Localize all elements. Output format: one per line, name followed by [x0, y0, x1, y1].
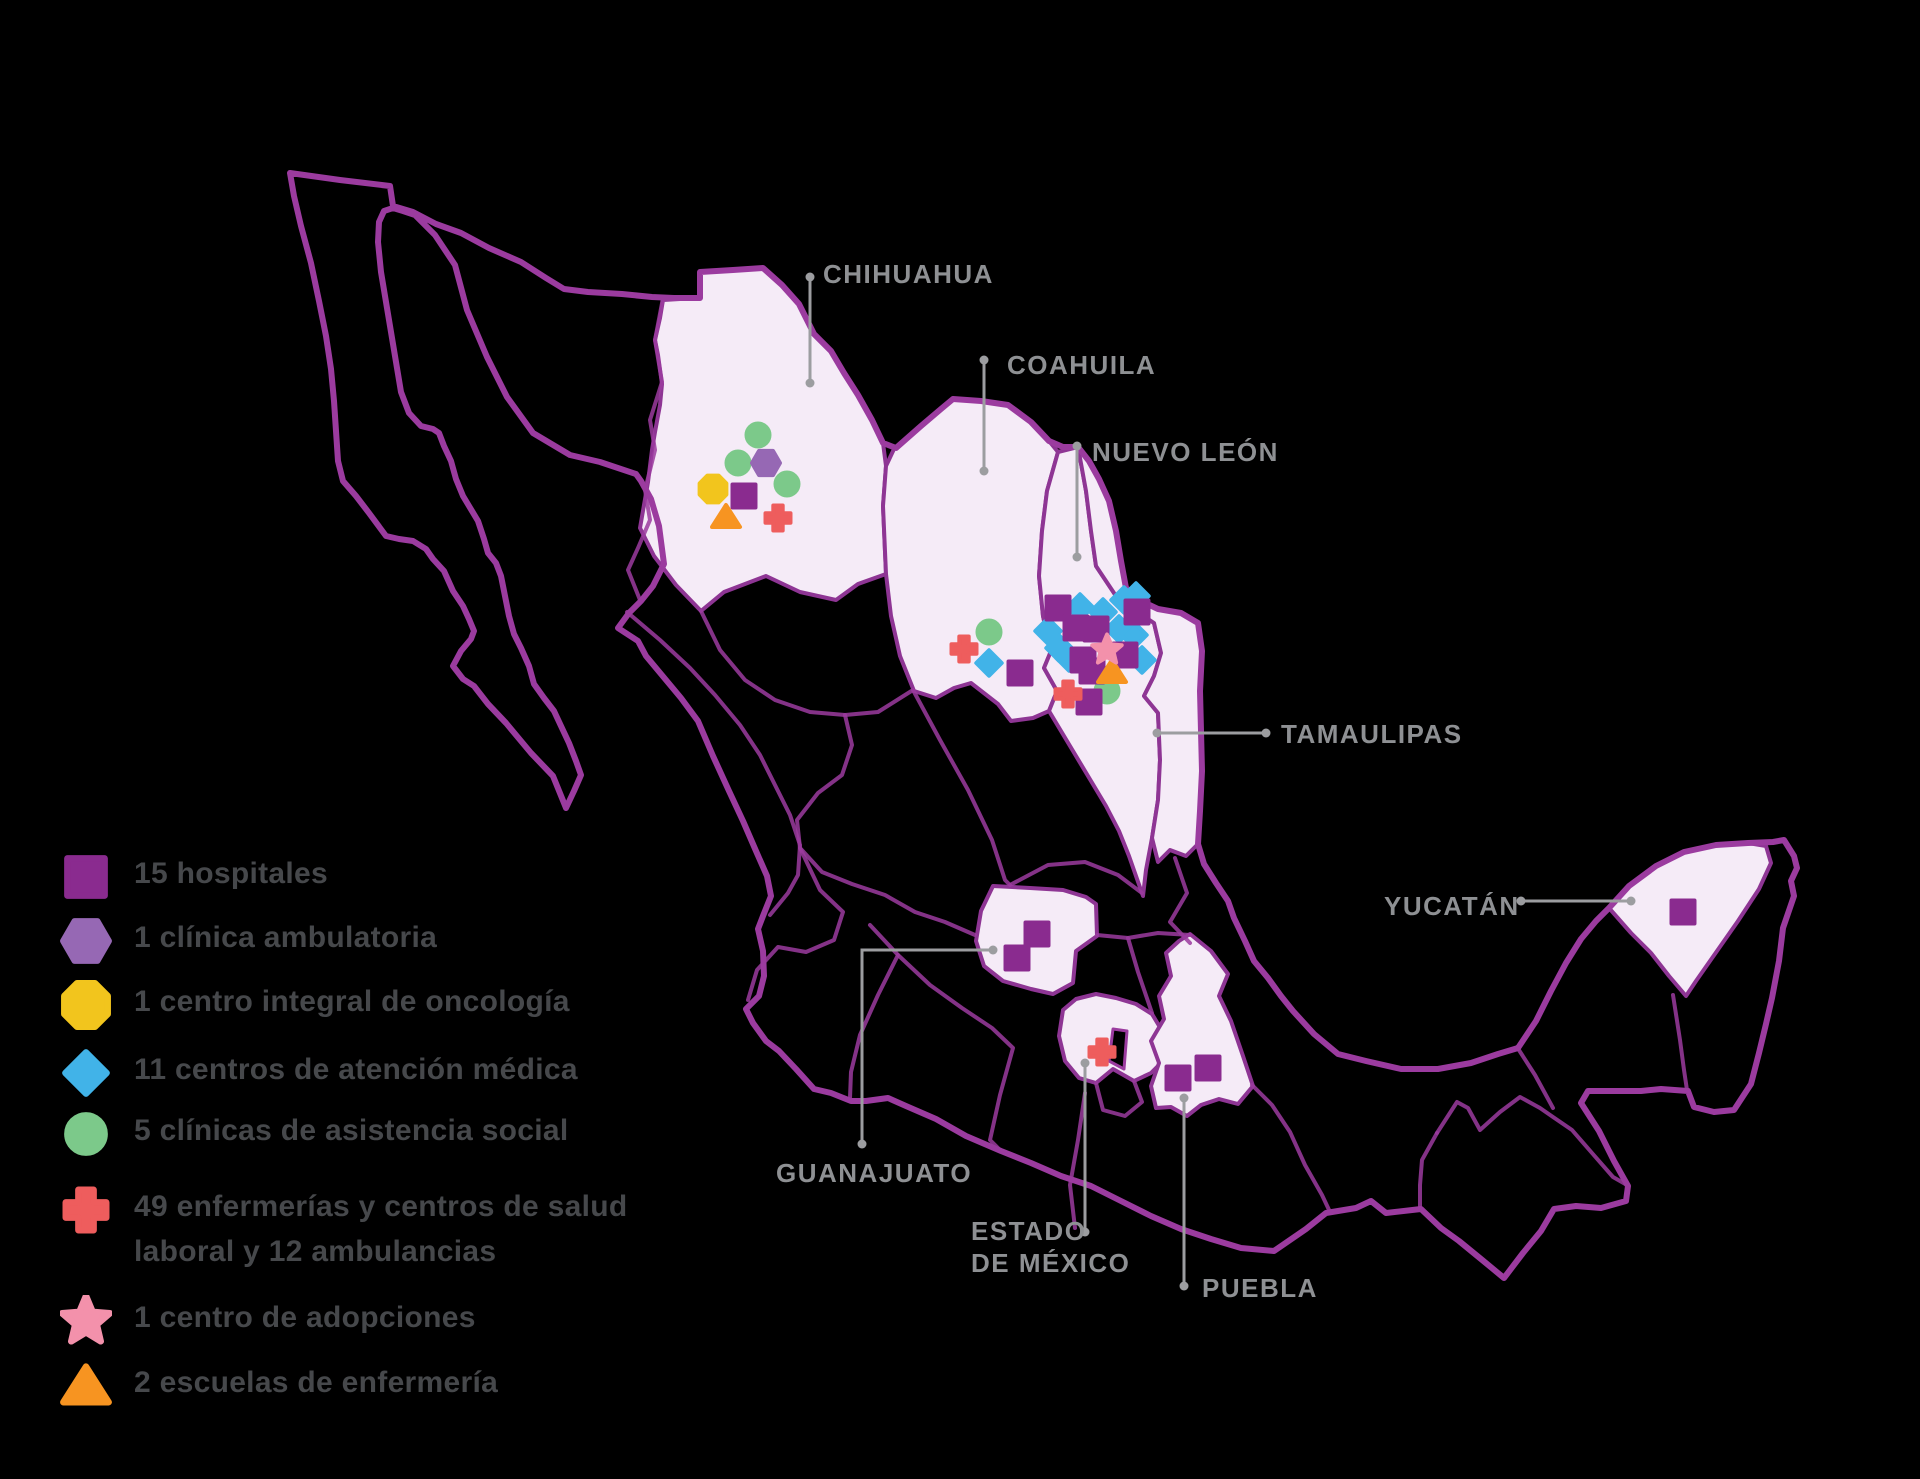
state-label-estado-de-mexico: DE MÉXICO [971, 1248, 1130, 1278]
legend-item-hexagon: 1 clínica ambulatoria [60, 915, 437, 967]
legend-item-label: 2 escuelas de enfermería [134, 1366, 499, 1399]
legend-item-label: 49 enfermerías y centros de salud laboral… [134, 1190, 628, 1268]
legend-item-label: 15 hospitales [134, 857, 328, 890]
legend-item-label: 1 clínica ambulatoria [134, 921, 438, 954]
callout-dot-chihuahua [805, 378, 815, 388]
callout-lines [805, 272, 1636, 1291]
callout-dot-guanajuato [988, 945, 998, 955]
callout-line-guanajuato [860, 948, 993, 1144]
circle-icon [64, 1112, 108, 1156]
legend-item-label: 1 centro de adopciones [134, 1301, 476, 1334]
state-label-puebla: PUEBLA [1202, 1273, 1318, 1303]
legend-item-diamond: 11 centros de atención médica [60, 1047, 578, 1099]
octagon-icon [61, 980, 111, 1030]
diamond-marker [974, 648, 1004, 678]
legend-item-square: 15 hospitales [60, 851, 328, 903]
callout-dot-nuevo-leon [1072, 552, 1082, 562]
callout-dot-coahuila [979, 355, 989, 365]
highlighted-states [638, 266, 1773, 1118]
circle-marker [724, 449, 752, 477]
circle-marker [975, 618, 1003, 646]
state-label-guanajuato: GUANAJUATO [776, 1158, 972, 1188]
hexagon-marker [750, 448, 782, 478]
callout-dot-puebla [1179, 1281, 1189, 1291]
legend-item-star: 1 centro de adopciones [60, 1295, 476, 1347]
callout-dot-yucatan [1626, 896, 1636, 906]
diamond-marker [1065, 592, 1095, 622]
circle-marker [773, 470, 801, 498]
state-label-chihuahua: CHIHUAHUA [823, 259, 994, 289]
legend-item-circle: 5 clínicas de asistencia social [60, 1108, 569, 1160]
legend-item-label: 5 clínicas de asistencia social [134, 1114, 569, 1147]
triangle-icon [60, 1363, 112, 1406]
state-label-coahuila: COAHUILA [1007, 350, 1156, 380]
diamond-marker [1119, 620, 1149, 650]
square-marker [1075, 688, 1103, 716]
callout-dot-coahuila [979, 466, 989, 476]
callout-dot-chihuahua [805, 272, 815, 282]
callout-dot-nuevo-leon [1072, 441, 1082, 451]
callout-dot-tamaulipas [1152, 728, 1162, 738]
triangle-marker [710, 503, 742, 529]
callout-dot-estado-de-mexico [1080, 1227, 1090, 1237]
state-labels: CHIHUAHUA COAHUILA NUEVO LEÓN TAMAULIPAS YUC… [776, 259, 1520, 1303]
state-coahuila [881, 397, 1060, 723]
star-marker [1090, 632, 1124, 665]
square-marker [1006, 659, 1034, 687]
cross-marker [1053, 679, 1083, 709]
state-label-nuevo-leon: NUEVO LEÓN [1092, 437, 1279, 467]
triangle-marker [1096, 658, 1128, 684]
cross-marker [763, 503, 793, 533]
interior-borders [625, 296, 1689, 1230]
octagon-marker [697, 473, 729, 505]
hexagon-icon [60, 918, 112, 964]
legend-item-label: 1 centro integral de oncología [134, 985, 570, 1018]
legend-item-cross: 49 enfermerías y centros de salud laboral… [60, 1184, 627, 1274]
square-marker [1123, 598, 1151, 626]
square-marker [1003, 944, 1031, 972]
square-icon [64, 855, 108, 899]
callout-dot-yucatan [1516, 896, 1526, 906]
square-marker [1023, 920, 1051, 948]
legend-item-label: 11 centros de atención médica [134, 1053, 578, 1086]
cross-icon [62, 1186, 110, 1234]
star-icon [60, 1295, 112, 1345]
callout-dot-puebla [1179, 1093, 1189, 1103]
callout-dot-tamaulipas [1261, 728, 1271, 738]
cross-marker [1087, 1037, 1117, 1067]
square-marker [1082, 615, 1110, 643]
facility-markers [697, 421, 1697, 1092]
callout-dot-estado-de-mexico [1080, 1058, 1090, 1068]
circle-marker [744, 421, 772, 449]
state-label-tamaulipas: TAMAULIPAS [1281, 719, 1463, 749]
cross-marker [949, 634, 979, 664]
mexico-outline [287, 170, 1800, 1281]
diamond-icon [62, 1049, 110, 1097]
legend-item-octagon: 1 centro integral de oncología [60, 979, 570, 1031]
square-marker [1194, 1054, 1222, 1082]
state-label-estado-de-mexico: ESTADO [971, 1216, 1086, 1246]
square-marker [1164, 1064, 1192, 1092]
square-marker [1044, 594, 1072, 622]
state-label-yucatan: YUCATÁN [1384, 891, 1520, 921]
legend-item-triangle: 2 escuelas de enfermería [60, 1360, 498, 1412]
square-marker [730, 482, 758, 510]
square-marker [1669, 898, 1697, 926]
callout-dot-guanajuato [857, 1139, 867, 1149]
